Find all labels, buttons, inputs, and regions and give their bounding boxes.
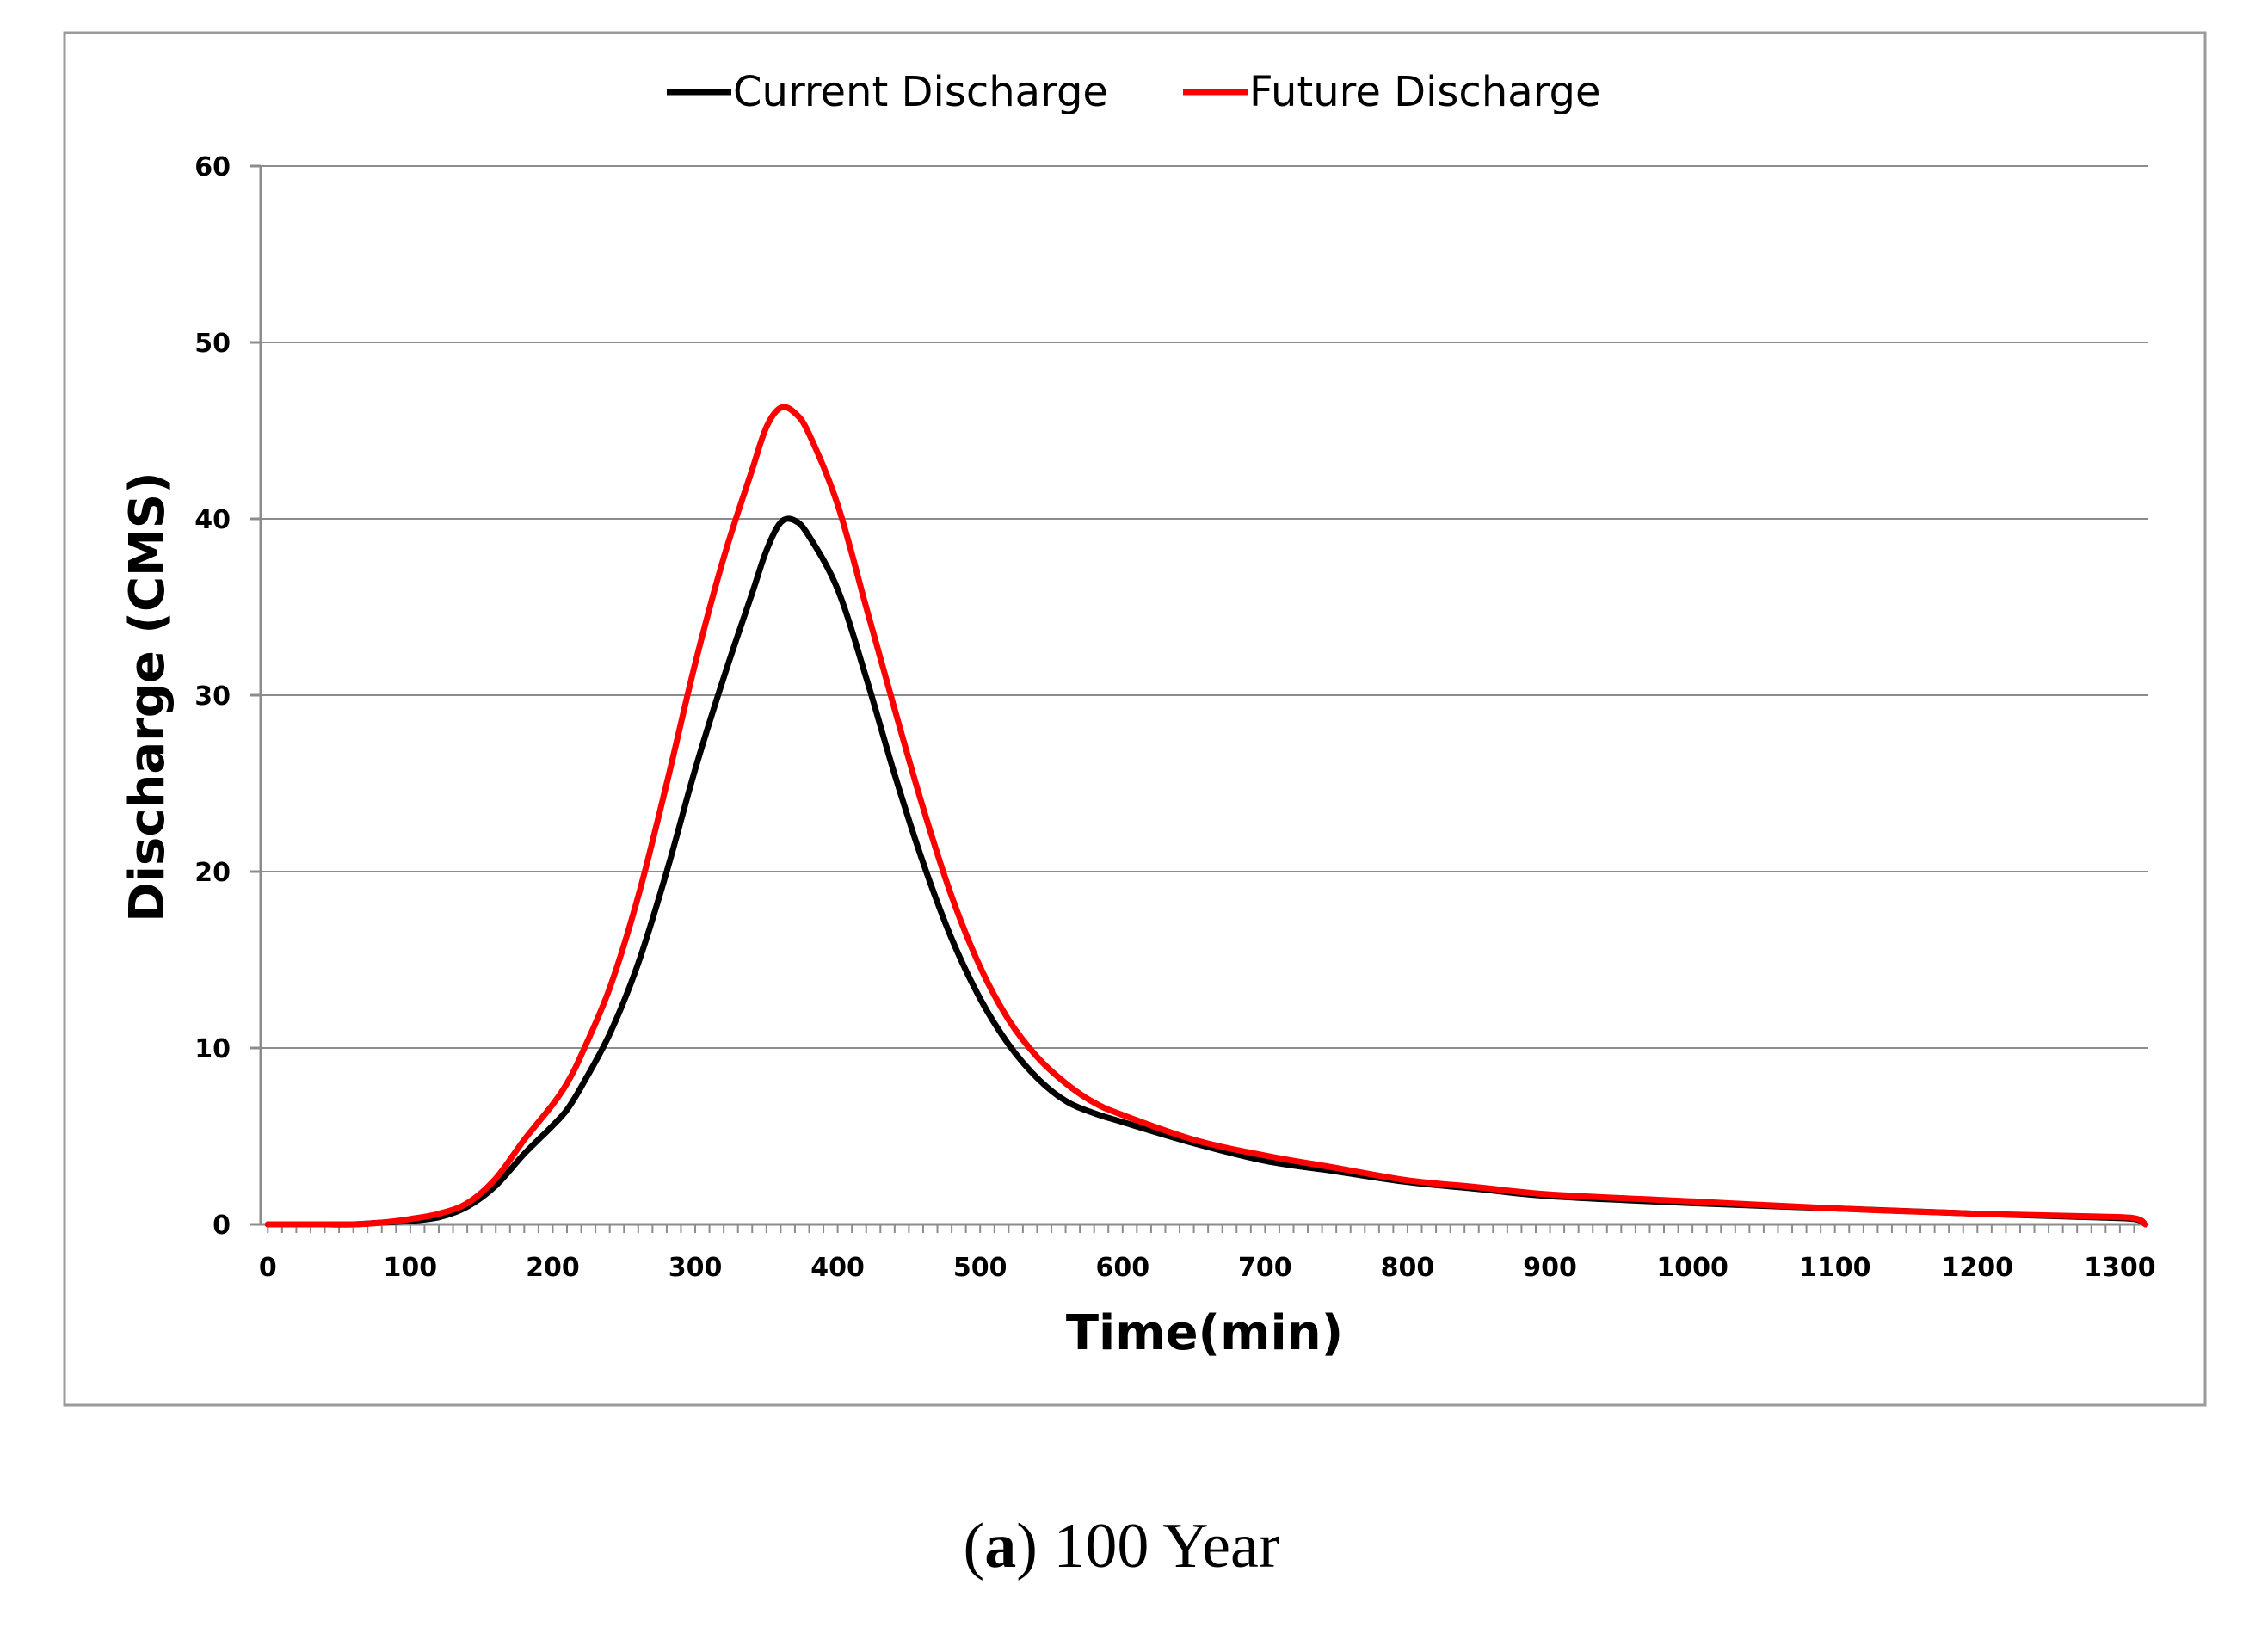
- x-tick-label-1100: 1100: [1799, 1253, 1871, 1283]
- y-tick-label-50: 50: [194, 329, 231, 359]
- axes: [250, 164, 2148, 1233]
- x-tick-label-300: 300: [669, 1253, 723, 1283]
- caption-label: a: [984, 1511, 1017, 1581]
- y-tick-labels: 0 10 20 30 40 50 60: [194, 152, 231, 1241]
- figure-caption: (a) 100 Year: [963, 1511, 1280, 1581]
- caption-text: 100 Year: [1053, 1511, 1280, 1581]
- y-tick-label-30: 30: [194, 681, 231, 712]
- x-tick-label-400: 400: [810, 1253, 865, 1283]
- x-tick-label-1300: 1300: [2084, 1253, 2156, 1283]
- x-tick-label-500: 500: [953, 1253, 1008, 1283]
- y-tick-label-40: 40: [194, 505, 231, 535]
- gridlines: [261, 165, 2148, 1049]
- chart-frame: [63, 31, 2207, 1407]
- legend-label-future: Future Discharge: [1249, 68, 1601, 116]
- y-tick-label-0: 0: [213, 1211, 231, 1241]
- x-tick-label-1200: 1200: [1942, 1253, 2014, 1283]
- x-tick-label-1000: 1000: [1656, 1253, 1728, 1283]
- series-line-future-discharge: [264, 404, 2149, 1228]
- x-tick-label-100: 100: [384, 1253, 438, 1283]
- y-tick-label-60: 60: [194, 152, 231, 182]
- y-tick-label-20: 20: [194, 858, 231, 888]
- x-tick-labels: 0 100 200 300 400 500 600 700 800 900 1000 1100 1200…: [259, 1253, 2156, 1283]
- legend: Current Discharge Future Discharge: [667, 68, 1601, 116]
- x-tick-label-700: 700: [1238, 1253, 1292, 1283]
- x-tick-label-0: 0: [259, 1253, 277, 1283]
- series-lines: [264, 404, 2149, 1228]
- x-axis-title: Time(min): [1066, 1305, 1343, 1361]
- legend-label-current: Current Discharge: [733, 68, 1108, 116]
- x-tick-label-900: 900: [1523, 1253, 1577, 1283]
- x-tick-label-800: 800: [1381, 1253, 1435, 1283]
- y-axis-title: Discharge (CMS): [120, 472, 176, 922]
- x-tick-label-600: 600: [1095, 1253, 1149, 1283]
- x-tick-label-200: 200: [526, 1253, 580, 1283]
- y-tick-label-10: 10: [194, 1034, 231, 1064]
